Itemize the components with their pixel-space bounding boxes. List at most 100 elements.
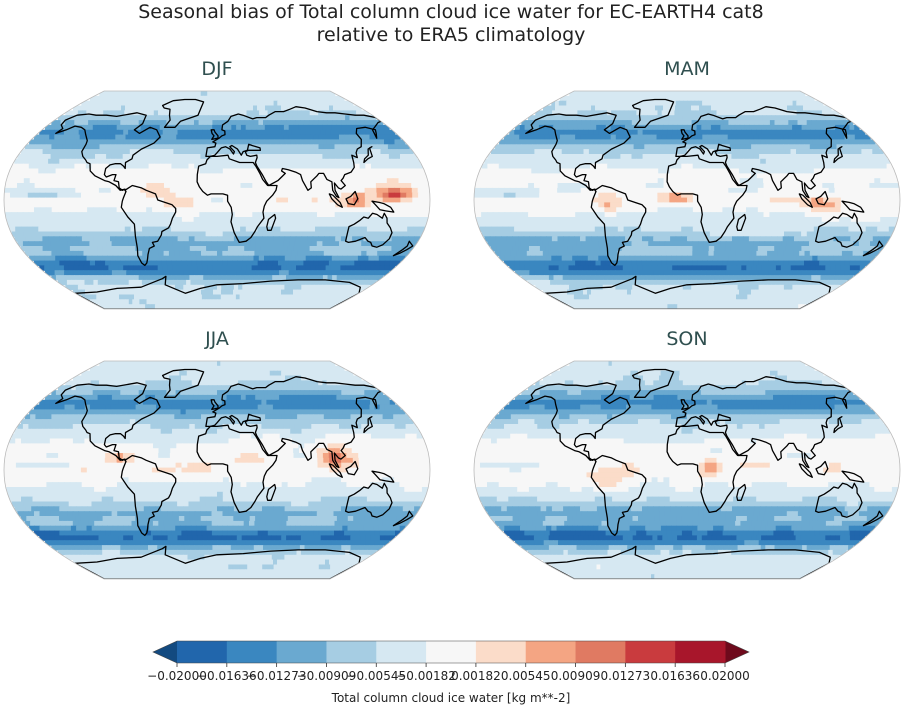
- bias-cell: [371, 163, 378, 170]
- bias-cell: [107, 139, 114, 145]
- bias-cell: [162, 129, 169, 136]
- bias-cell: [621, 197, 629, 203]
- bias-cell: [142, 168, 149, 174]
- bias-cell: [656, 100, 662, 107]
- bias-cell: [29, 217, 37, 223]
- bias-cell: [282, 246, 289, 252]
- bias-cell: [249, 105, 254, 111]
- bias-cell: [51, 231, 58, 237]
- bias-cell: [732, 163, 739, 170]
- bias-cell: [68, 129, 75, 136]
- bias-cell: [631, 105, 636, 111]
- bias-cell: [110, 197, 117, 203]
- bias-cell: [681, 192, 688, 199]
- bias-cell: [703, 144, 709, 150]
- bias-cell: [62, 144, 68, 150]
- bias-cell: [280, 110, 285, 116]
- bias-cell: [518, 149, 525, 155]
- bias-cell: [353, 163, 361, 170]
- bias-cell: [202, 270, 209, 276]
- bias-cell: [316, 217, 323, 223]
- bias-cell: [324, 304, 329, 309]
- bias-cell: [30, 250, 36, 257]
- bias-cell: [366, 144, 373, 150]
- bias-cell: [203, 279, 209, 286]
- bias-cell: [715, 124, 722, 131]
- bias-cell: [828, 192, 836, 199]
- panel-title-jja: JJA: [205, 328, 229, 350]
- bias-cell: [117, 289, 122, 295]
- bias-cell: [276, 275, 282, 281]
- bias-cell: [556, 197, 564, 203]
- bias-cell: [142, 265, 149, 271]
- bias-cell: [297, 250, 303, 257]
- bias-cell: [384, 129, 391, 136]
- bias-cell: [217, 163, 224, 170]
- bias-cell: [168, 246, 174, 252]
- bias-cell: [291, 231, 298, 237]
- bias-cell: [812, 149, 819, 155]
- bias-cell: [187, 173, 195, 179]
- bias-cell: [809, 154, 816, 160]
- bias-cell: [230, 304, 234, 309]
- bias-cell: [701, 129, 708, 136]
- bias-cell: [61, 241, 68, 247]
- bias-cell: [155, 158, 162, 165]
- bias-cell: [768, 95, 773, 102]
- bias-cell: [160, 236, 167, 242]
- bias-cell: [202, 265, 208, 271]
- bias-cell: [741, 149, 748, 155]
- bias-cell: [648, 154, 655, 160]
- bias-cell: [63, 192, 70, 199]
- bias-cell: [754, 158, 761, 165]
- bias-cell: [20, 149, 27, 155]
- bias-cell: [335, 158, 342, 165]
- bias-cell: [190, 115, 196, 121]
- bias-cell: [309, 226, 316, 232]
- bias-cell: [589, 100, 594, 107]
- bias-cell: [790, 168, 798, 174]
- bias-cell: [120, 110, 125, 116]
- bias-cell: [261, 241, 268, 247]
- bias-cell: [344, 173, 352, 179]
- bias-cell: [359, 134, 366, 140]
- bias-cell: [294, 299, 299, 305]
- bias-cell: [266, 294, 271, 300]
- bias-cell: [327, 120, 333, 126]
- bias-cell: [132, 299, 137, 305]
- bias-cell: [137, 115, 143, 121]
- bias-cell: [574, 95, 579, 102]
- bias-cell: [831, 154, 838, 160]
- bias-cell: [621, 149, 628, 155]
- bias-cell: [515, 124, 521, 131]
- bias-cell: [602, 158, 609, 165]
- bias-cell: [230, 120, 236, 126]
- bias-cell: [698, 187, 706, 194]
- bias-cell: [181, 95, 186, 102]
- bias-cell: [878, 173, 886, 179]
- bias-cell: [181, 202, 188, 208]
- bias-cell: [147, 173, 154, 179]
- bias-cell: [101, 105, 106, 111]
- bias-cell: [97, 115, 103, 121]
- bias-cell: [697, 149, 704, 155]
- bias-cell: [274, 255, 281, 262]
- bias-cell: [82, 110, 87, 116]
- bias-cell: [184, 275, 190, 281]
- bias-cell: [361, 144, 368, 150]
- bias-cell: [179, 284, 184, 291]
- bias-cell: [300, 241, 307, 247]
- bias-cell: [185, 255, 192, 262]
- bias-cell: [598, 115, 604, 121]
- bias-cell: [569, 91, 574, 97]
- bias-cell: [156, 100, 162, 107]
- bias-cell: [309, 120, 315, 126]
- bias-cell: [329, 236, 336, 242]
- bias-cell: [806, 124, 812, 131]
- bias-cell: [793, 134, 800, 140]
- bias-cell: [414, 221, 422, 228]
- bias-cell: [164, 115, 169, 121]
- bias-cell: [637, 129, 644, 136]
- bias-cell: [289, 289, 294, 295]
- bias-cell: [61, 168, 68, 174]
